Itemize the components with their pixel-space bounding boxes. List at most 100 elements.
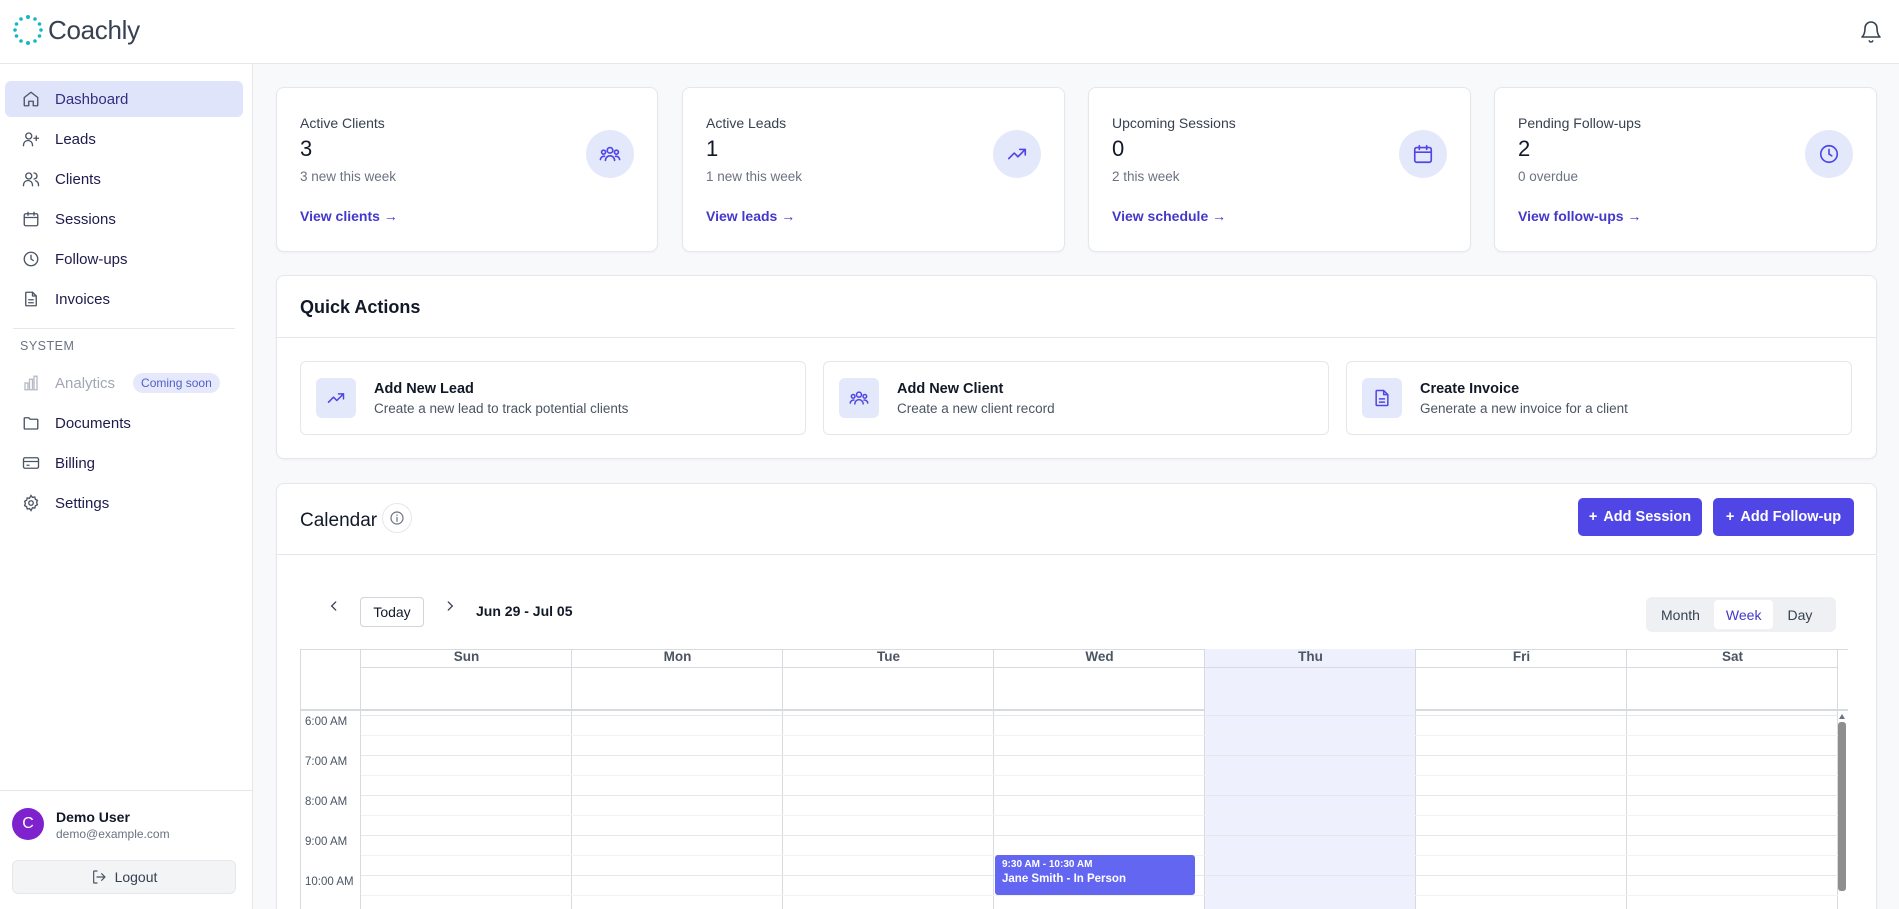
hour-line xyxy=(361,715,1838,716)
view-clients-link[interactable]: View clients → xyxy=(300,208,398,224)
hour-line xyxy=(361,795,1838,796)
bell-icon[interactable] xyxy=(1859,20,1883,44)
action-title: Create Invoice xyxy=(1420,381,1520,397)
calendar-event[interactable]: 9:30 AM - 10:30 AM Jane Smith - In Person xyxy=(995,855,1195,895)
day-header: Fri xyxy=(1512,649,1531,664)
sidebar-item-label: Dashboard xyxy=(55,90,129,108)
trending-up-icon xyxy=(316,378,356,418)
all-day-row xyxy=(301,667,1848,711)
day-header: Sat xyxy=(1721,649,1743,664)
column-divider xyxy=(1626,649,1627,909)
stat-title: Upcoming Sessions xyxy=(1112,115,1236,131)
column-divider xyxy=(1415,649,1416,909)
column-divider xyxy=(571,649,572,909)
logout-button[interactable]: Logout xyxy=(12,860,236,894)
stat-title: Active Leads xyxy=(706,115,787,131)
week-grid: Sun Mon Tue Wed Thu Fri Sat 6:00 AM 7:00 AM 8:00 … xyxy=(300,649,1848,909)
stat-value: 1 xyxy=(706,136,719,161)
create-invoice-action[interactable]: Create Invoice Generate a new invoice fo… xyxy=(1346,361,1852,435)
sidebar-item-documents[interactable]: Documents xyxy=(5,405,243,441)
view-switcher: Month Week Day xyxy=(1646,597,1836,632)
file-icon xyxy=(21,289,41,309)
add-new-client-action[interactable]: Add New Client Create a new client recor… xyxy=(823,361,1329,435)
column-divider xyxy=(993,649,994,909)
view-leads-link[interactable]: View leads → xyxy=(706,208,796,224)
sidebar-item-clients[interactable]: Clients xyxy=(5,161,243,197)
header-divider xyxy=(361,667,1838,668)
logout-icon xyxy=(92,870,106,884)
info-icon[interactable] xyxy=(382,503,412,533)
time-label: 10:00 AM xyxy=(305,876,354,888)
half-hour-line xyxy=(361,775,1838,776)
panel-divider xyxy=(277,337,1876,338)
stat-title: Active Clients xyxy=(300,115,385,131)
plus-icon: + xyxy=(1725,509,1735,525)
half-hour-line xyxy=(361,895,1838,896)
stat-card-upcoming-sessions: Upcoming Sessions 0 2 this week View sch… xyxy=(1088,87,1471,252)
sidebar-item-leads[interactable]: Leads xyxy=(5,121,243,157)
plus-icon: + xyxy=(1588,509,1598,525)
sidebar-item-label: Sessions xyxy=(55,210,116,228)
add-session-button[interactable]: + Add Session xyxy=(1578,498,1702,536)
stat-card-pending-follow-ups: Pending Follow-ups 2 0 overdue View foll… xyxy=(1494,87,1877,252)
today-button[interactable]: Today xyxy=(360,597,424,627)
today-column-highlight xyxy=(1205,649,1416,909)
sidebar-item-label: Settings xyxy=(55,494,110,512)
time-label: 8:00 AM xyxy=(305,796,348,808)
view-month-button[interactable]: Month xyxy=(1661,606,1700,623)
gear-icon xyxy=(21,493,41,513)
stat-subtitle: 2 this week xyxy=(1112,169,1180,184)
sidebar-item-label: Billing xyxy=(55,454,96,472)
chevron-right-icon[interactable] xyxy=(440,596,460,616)
column-divider xyxy=(1837,649,1838,909)
quick-actions-panel: Quick Actions Add New Lead Create a new … xyxy=(276,275,1877,459)
sidebar-item-settings[interactable]: Settings xyxy=(5,485,243,521)
calendar-title: Calendar xyxy=(300,510,378,531)
sidebar-item-label: Analytics xyxy=(55,374,116,392)
time-label: 9:00 AM xyxy=(305,836,348,848)
sidebar-item-dashboard[interactable]: Dashboard xyxy=(5,81,243,117)
avatar[interactable]: C xyxy=(12,808,44,840)
trending-up-icon xyxy=(993,130,1041,178)
sidebar-item-billing[interactable]: Billing xyxy=(5,445,243,481)
add-new-lead-action[interactable]: Add New Lead Create a new lead to track … xyxy=(300,361,806,435)
system-section-label: SYSTEM xyxy=(20,339,75,353)
clock-icon xyxy=(1805,130,1853,178)
view-week-button[interactable]: Week xyxy=(1713,600,1774,629)
stat-value: 0 xyxy=(1112,136,1125,161)
stat-subtitle: 0 overdue xyxy=(1518,169,1579,184)
stat-title: Pending Follow-ups xyxy=(1518,115,1641,131)
user-name: Demo User xyxy=(56,809,130,825)
calendar-scrollbar[interactable] xyxy=(1838,711,1846,891)
stat-subtitle: 3 new this week xyxy=(300,169,397,184)
time-label: 6:00 AM xyxy=(305,716,348,728)
day-header: Sun xyxy=(453,649,480,664)
users-icon xyxy=(586,130,634,178)
sidebar-item-invoices[interactable]: Invoices xyxy=(5,281,243,317)
day-header: Wed xyxy=(1085,649,1114,664)
file-icon xyxy=(1362,378,1402,418)
panel-divider xyxy=(277,554,1876,555)
folder-icon xyxy=(21,413,41,433)
stat-card-active-clients: Active Clients 3 3 new this week View cl… xyxy=(276,87,658,252)
view-day-button[interactable]: Day xyxy=(1787,606,1813,623)
users-icon xyxy=(839,378,879,418)
add-follow-up-button[interactable]: + Add Follow-up xyxy=(1713,498,1854,536)
app-logo[interactable]: Coachly xyxy=(12,14,140,46)
view-schedule-link[interactable]: View schedule → xyxy=(1112,208,1227,224)
add-session-label: Add Session xyxy=(1603,509,1692,525)
sidebar-item-sessions[interactable]: Sessions xyxy=(5,201,243,237)
sidebar-item-analytics: Analytics Coming soon xyxy=(5,365,243,401)
user-email: demo@example.com xyxy=(56,827,170,841)
view-follow-ups-link[interactable]: View follow-ups → xyxy=(1518,208,1642,224)
action-description: Generate a new invoice for a client xyxy=(1420,401,1628,416)
calendar-icon xyxy=(21,209,41,229)
day-header: Tue xyxy=(877,649,900,664)
event-title: Jane Smith - In Person xyxy=(1002,873,1126,885)
stat-value: 2 xyxy=(1518,136,1531,161)
logout-label: Logout xyxy=(114,869,158,885)
action-title: Add New Client xyxy=(897,381,1004,397)
chevron-left-icon[interactable] xyxy=(324,596,344,616)
sidebar-item-follow-ups[interactable]: Follow-ups xyxy=(5,241,243,277)
action-title: Add New Lead xyxy=(374,381,474,397)
